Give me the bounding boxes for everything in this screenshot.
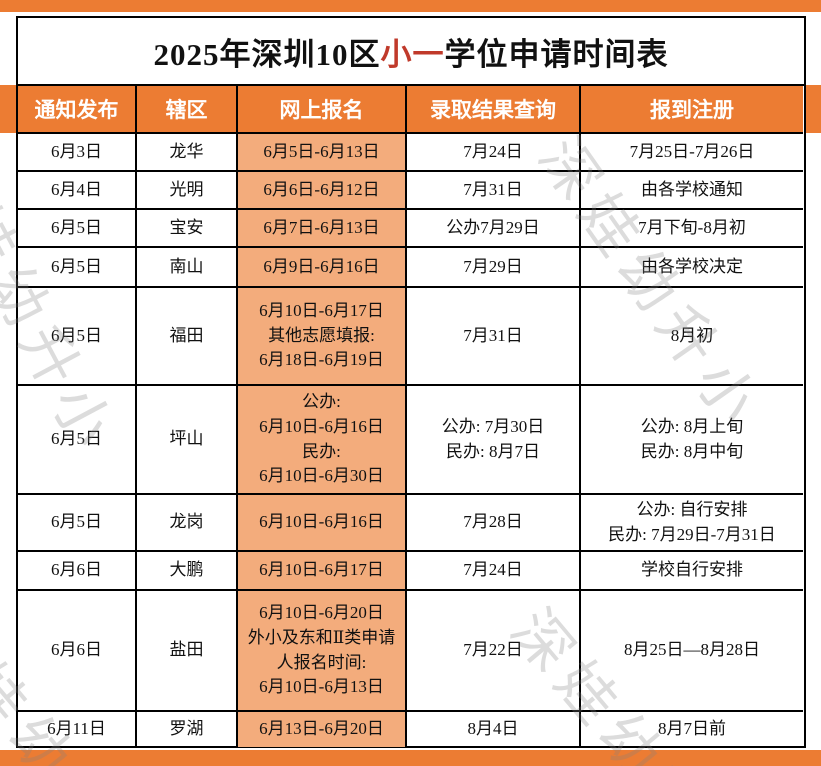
timetable: 2025年深圳10区 小一 学位申请时间表 通知发布 辖区 网上报名 录取结果查询 … — [16, 16, 806, 748]
page-title: 2025年深圳10区 小一 学位申请时间表 — [18, 18, 804, 86]
cell-result: 8月4日 — [407, 712, 581, 747]
cell-result: 7月24日 — [407, 134, 581, 172]
cell-district: 福田 — [137, 288, 238, 386]
cell-notice: 6月11日 — [18, 712, 137, 747]
cell-result: 7月31日 — [407, 172, 581, 210]
cell-result: 公办: 7月30日 民办: 8月7日 — [407, 386, 581, 495]
cell-district: 龙岗 — [137, 495, 238, 552]
cell-notice: 6月5日 — [18, 386, 137, 495]
cell-result: 7月31日 — [407, 288, 581, 386]
cell-enroll: 7月下旬-8月初 — [581, 210, 803, 248]
frame-strip-bottom — [0, 750, 821, 766]
title-highlight: 小一 — [380, 36, 445, 72]
cell-district: 盐田 — [137, 591, 238, 712]
cell-notice: 6月6日 — [18, 552, 137, 591]
cell-enroll: 由各学校通知 — [581, 172, 803, 210]
cell-result: 7月24日 — [407, 552, 581, 591]
cell-enroll: 学校自行安排 — [581, 552, 803, 591]
cell-enroll: 8月25日—8月28日 — [581, 591, 803, 712]
title-prefix: 2025年深圳10区 — [153, 36, 381, 72]
cell-enroll: 7月25日-7月26日 — [581, 134, 803, 172]
header-district: 辖区 — [137, 86, 238, 134]
cell-notice: 6月4日 — [18, 172, 137, 210]
cell-district: 罗湖 — [137, 712, 238, 747]
cell-register: 6月5日-6月13日 — [238, 134, 407, 172]
cell-register: 6月10日-6月17日 其他志愿填报: 6月18日-6月19日 — [238, 288, 407, 386]
cell-district: 宝安 — [137, 210, 238, 248]
cell-enroll: 由各学校决定 — [581, 248, 803, 288]
cell-register: 6月10日-6月17日 — [238, 552, 407, 591]
cell-district: 南山 — [137, 248, 238, 288]
cell-register: 公办: 6月10日-6月16日 民办: 6月10日-6月30日 — [238, 386, 407, 495]
frame-strip-top — [0, 0, 821, 12]
cell-district: 坪山 — [137, 386, 238, 495]
cell-result: 7月29日 — [407, 248, 581, 288]
cell-result: 7月28日 — [407, 495, 581, 552]
table-header-row: 通知发布 辖区 网上报名 录取结果查询 报到注册 — [18, 86, 804, 134]
cell-notice: 6月5日 — [18, 248, 137, 288]
cell-result: 7月22日 — [407, 591, 581, 712]
cell-register: 6月10日-6月20日 外小及东和Ⅱ类申请人报名时间: 6月10日-6月13日 — [238, 591, 407, 712]
table-body: 6月3日 龙华 6月5日-6月13日 7月24日 7月25日-7月26日 6月4… — [18, 134, 804, 747]
cell-register: 6月7日-6月13日 — [238, 210, 407, 248]
cell-enroll: 公办: 8月上旬 民办: 8月中旬 — [581, 386, 803, 495]
cell-notice: 6月6日 — [18, 591, 137, 712]
cell-district: 大鹏 — [137, 552, 238, 591]
cell-register: 6月6日-6月12日 — [238, 172, 407, 210]
header-notice: 通知发布 — [18, 86, 137, 134]
header-register: 网上报名 — [238, 86, 407, 134]
header-result: 录取结果查询 — [407, 86, 581, 134]
cell-notice: 6月5日 — [18, 288, 137, 386]
header-enroll: 报到注册 — [581, 86, 803, 134]
cell-enroll: 公办: 自行安排 民办: 7月29日-7月31日 — [581, 495, 803, 552]
cell-district: 光明 — [137, 172, 238, 210]
cell-enroll: 8月7日前 — [658, 719, 726, 739]
cell-register: 6月10日-6月16日 — [238, 495, 407, 552]
title-suffix: 学位申请时间表 — [444, 36, 669, 72]
cell-notice: 6月5日 — [18, 210, 137, 248]
cell-district: 龙华 — [137, 134, 238, 172]
cell-register: 6月13日-6月20日 — [238, 712, 407, 747]
cell-register: 6月9日-6月16日 — [238, 248, 407, 288]
cell-enroll: 8月初 — [581, 288, 803, 386]
cell-result: 公办7月29日 — [407, 210, 581, 248]
cell-notice: 6月3日 — [18, 134, 137, 172]
cell-notice: 6月5日 — [18, 495, 137, 552]
